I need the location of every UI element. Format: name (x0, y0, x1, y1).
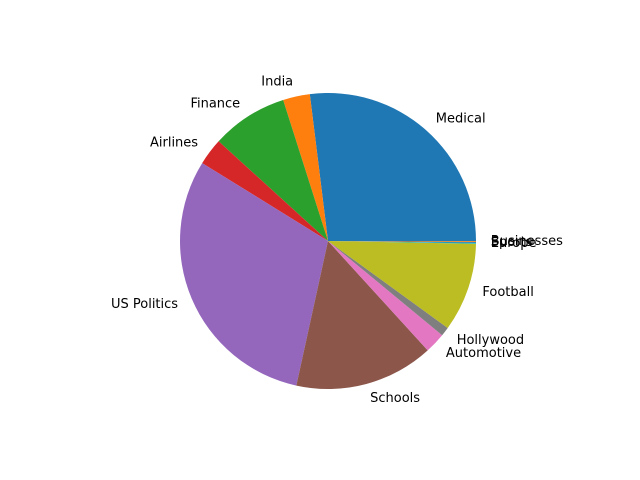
pie-label-sports: Sports (491, 235, 533, 250)
pie-slices (180, 92, 477, 389)
pie-slice-airlines (202, 141, 328, 241)
pie-slice-medical (309, 92, 476, 241)
pie-slice-india (283, 94, 328, 242)
pie-label-hollywood: Hollywood (457, 333, 524, 348)
pie-slice-businesses (328, 241, 477, 242)
pie-label-us-politics: US Politics (111, 297, 178, 312)
pie-slice-europe (328, 241, 476, 244)
pie-labels: Medical India Finance Airlines US Politics Sc… (111, 74, 563, 405)
pie-slice-football (328, 241, 476, 328)
pie-slice-hollywood (328, 241, 448, 336)
pie-label-football: Football (482, 285, 533, 300)
pie-label-europe: Europe (491, 236, 537, 251)
pie-label-india: India (261, 74, 293, 89)
pie-label-businesses: Businesses (491, 234, 563, 249)
pie-label-airlines: Airlines (150, 135, 198, 150)
pie-slice-us-politics (180, 163, 328, 386)
pie-label-schools: Schools (370, 391, 420, 406)
pie-label-medical: Medical (436, 112, 486, 127)
pie-slice-schools (296, 241, 428, 389)
pie-label-automotive: Automotive (446, 346, 521, 361)
pie-slice-finance (218, 99, 328, 242)
pie-slice-sports (328, 241, 476, 243)
pie-label-finance: Finance (190, 96, 240, 111)
pie-slice-automotive (328, 241, 443, 351)
